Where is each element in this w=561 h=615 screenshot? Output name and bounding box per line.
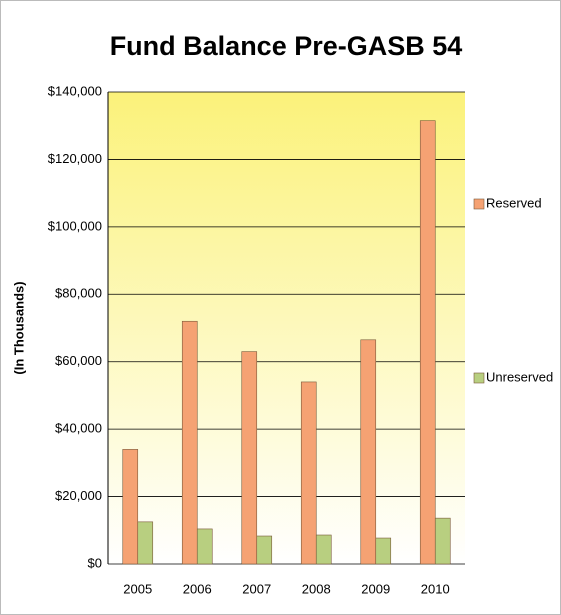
bar — [256, 535, 273, 565]
bar — [434, 517, 451, 565]
x-tick-label: 2008 — [302, 581, 331, 596]
bar — [122, 449, 139, 565]
bar — [375, 537, 392, 565]
legend-swatch — [473, 372, 485, 384]
x-tick-label: 2010 — [421, 581, 450, 596]
legend-label: Reserved — [486, 195, 542, 210]
legend-swatch — [473, 198, 485, 210]
x-tick-label: 2009 — [361, 581, 390, 596]
y-tick-label: $80,000 — [55, 286, 102, 301]
x-tick-label: 2006 — [183, 581, 212, 596]
y-tick-label: $40,000 — [55, 421, 102, 436]
bar — [181, 320, 198, 565]
x-tick-label: 2007 — [242, 581, 271, 596]
y-tick-label: $60,000 — [55, 353, 102, 368]
chart-title: Fund Balance Pre-GASB 54 — [110, 31, 463, 61]
bar — [360, 339, 377, 565]
legend-label: Unreserved — [486, 369, 553, 384]
y-tick-label: $20,000 — [55, 488, 102, 503]
bar — [315, 534, 332, 565]
bar — [241, 351, 258, 565]
x-tick-label: 2005 — [123, 581, 152, 596]
y-tick-label: $100,000 — [48, 218, 102, 233]
bar — [300, 381, 317, 565]
y-tick-label: $0 — [88, 555, 102, 570]
bar — [196, 528, 213, 565]
y-tick-label: $140,000 — [48, 83, 102, 98]
bar — [419, 120, 436, 565]
y-tick-label: $120,000 — [48, 151, 102, 166]
y-axis-label: (In Thousands) — [11, 281, 26, 374]
plot-area — [108, 92, 465, 564]
bar — [137, 521, 154, 565]
